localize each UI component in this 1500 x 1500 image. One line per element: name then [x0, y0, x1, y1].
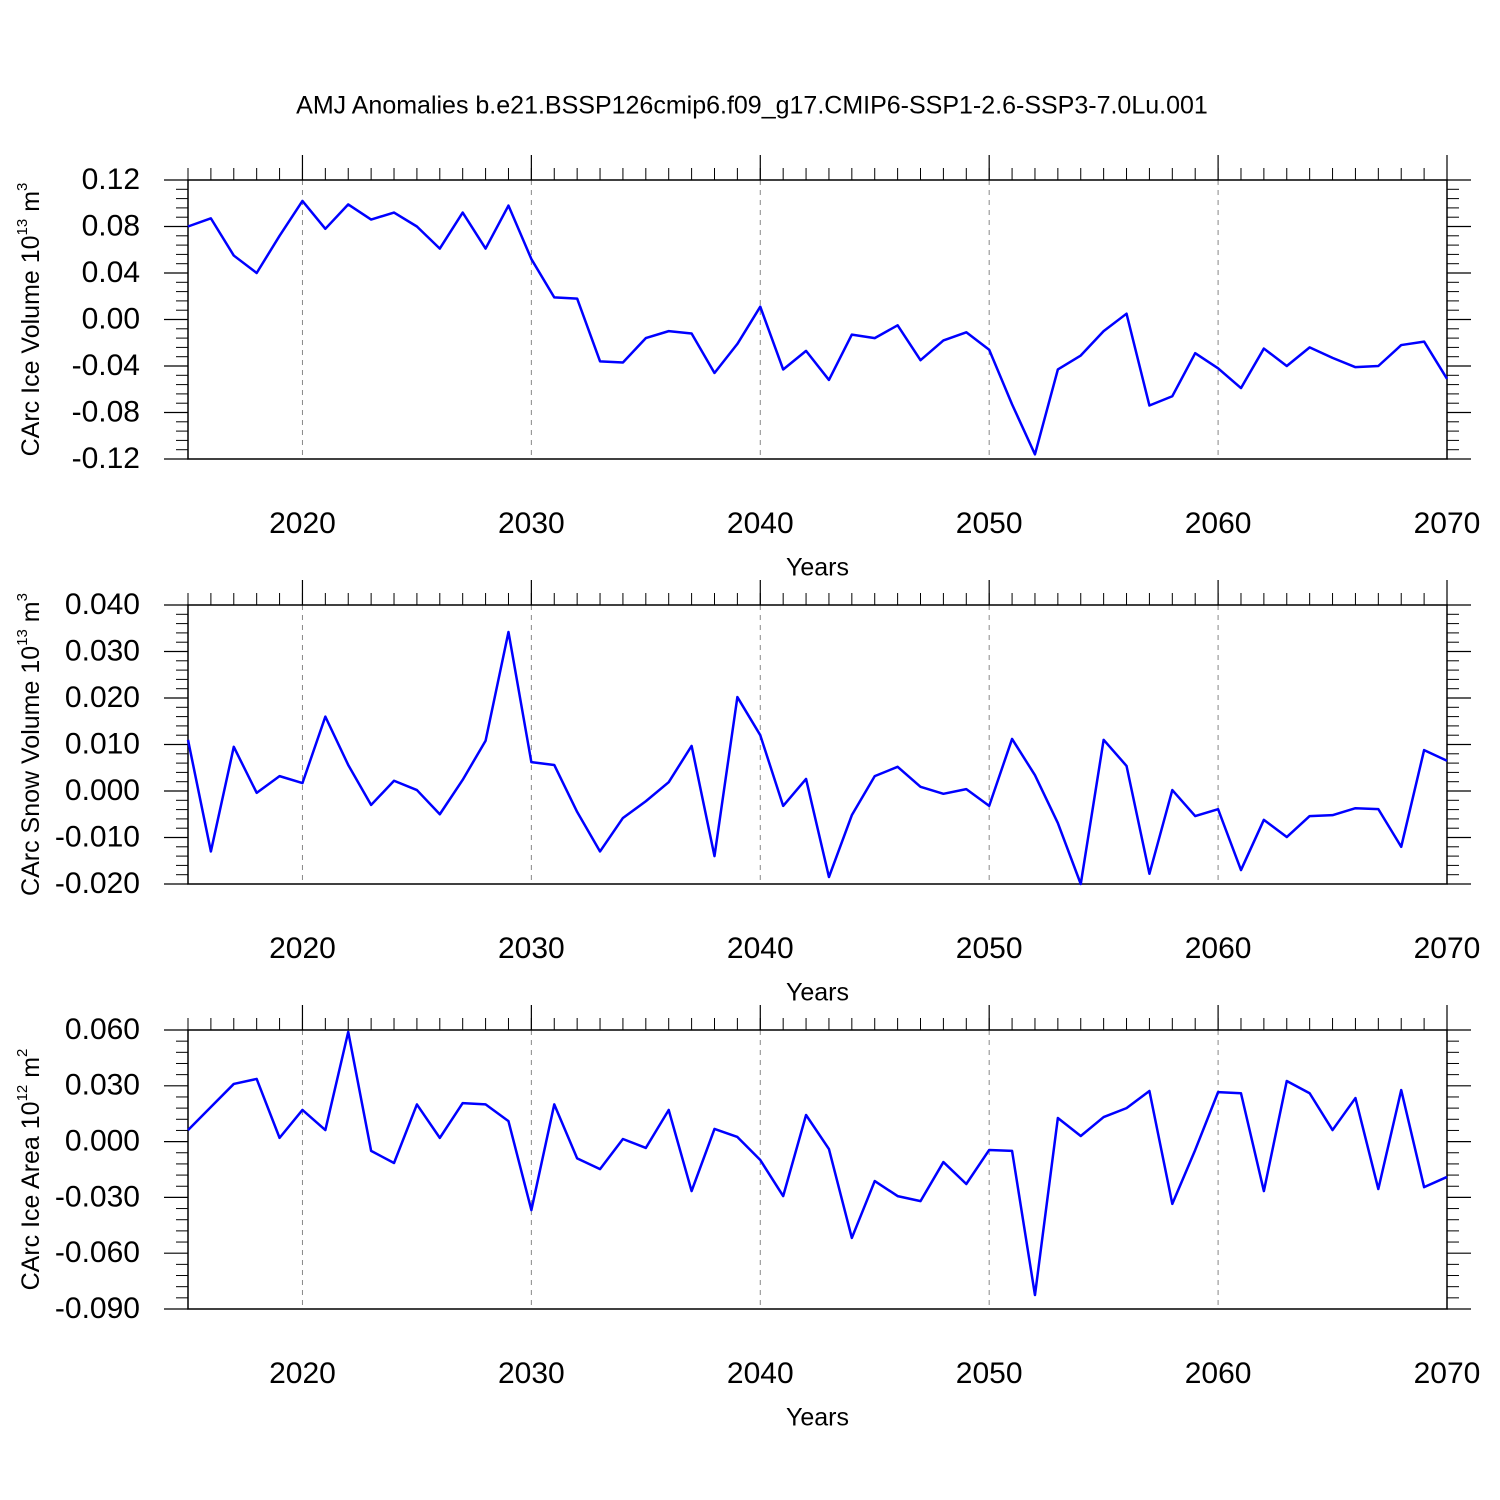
- plot-frame: [187, 179, 1448, 460]
- panel: 2020 2030 2040 2050 2060 2070 0.040 0.030 0.020 0…: [14, 580, 1480, 1007]
- y-tick-label: 0.08: [82, 209, 140, 242]
- x-tick-label: 2040: [727, 932, 794, 965]
- x-tick-label: 2020: [269, 932, 336, 965]
- y-tick-label: 0.020: [65, 681, 140, 714]
- y-tick-label: -0.010: [55, 820, 140, 853]
- x-axis-label: Years: [786, 1404, 849, 1432]
- y-tick-label: -0.020: [55, 867, 140, 900]
- y-tick-label: -0.030: [55, 1180, 140, 1213]
- x-tick-label: 2030: [498, 932, 565, 965]
- y-axis-label: CArc Ice Area 1012 m2: [14, 1049, 45, 1291]
- y-tick-label: 0.030: [65, 634, 140, 667]
- x-tick-label: 2060: [1185, 507, 1252, 540]
- x-tick-label: 2040: [727, 507, 794, 540]
- x-tick-label: 2050: [956, 932, 1023, 965]
- y-tick-label: 0.04: [82, 256, 140, 289]
- y-tick-label: 0.010: [65, 727, 140, 760]
- x-tick-label: 2020: [269, 507, 336, 540]
- y-tick-label: -0.060: [55, 1236, 140, 1269]
- y-axis-label-text: CArc Ice Area 10: [17, 1101, 45, 1290]
- y-tick-label: 0.040: [65, 588, 140, 621]
- y-tick-label: 0.060: [65, 1013, 140, 1046]
- x-axis-label: Years: [786, 554, 849, 582]
- data-line: [187, 1030, 1448, 1297]
- x-tick-label: 2050: [956, 1357, 1023, 1390]
- x-tick-label: 2070: [1414, 932, 1481, 965]
- data-line: [187, 199, 1449, 456]
- x-tick-label: 2030: [498, 507, 565, 540]
- panel: 2020 2030 2040 2050 2060 2070 0.060 0.030 0.000 -…: [14, 1005, 1480, 1432]
- y-axis-label: CArc Snow Volume 1013 m3: [14, 593, 45, 896]
- x-tick-label: 2050: [956, 507, 1023, 540]
- y-axis-label-exponent: 13: [14, 219, 31, 236]
- y-tick-label: 0.000: [65, 1125, 140, 1158]
- x-tick-label: 2060: [1185, 932, 1252, 965]
- x-tick-label: 2040: [727, 1357, 794, 1390]
- y-tick-label: -0.08: [72, 395, 140, 428]
- y-axis-label-text: m: [17, 191, 45, 219]
- x-tick-label: 2020: [269, 1357, 336, 1390]
- y-axis-label-exponent: 3: [14, 593, 31, 601]
- y-axis-label-exponent: 3: [14, 183, 31, 191]
- y-axis-label-exponent: 13: [14, 629, 31, 646]
- y-axis-label-text: m: [17, 1057, 45, 1085]
- panel: 2020 2030 2040 2050 2060 2070 0.12 0.08 0.04 0.00…: [14, 155, 1480, 582]
- y-tick-label: -0.12: [72, 442, 140, 475]
- y-tick-label: 0.00: [82, 302, 140, 335]
- data-line: [186, 630, 1448, 886]
- y-axis-label-text: CArc Ice Volume 10: [17, 235, 45, 456]
- y-tick-label: -0.04: [72, 349, 140, 382]
- y-axis-label-text: CArc Snow Volume 10: [17, 646, 45, 896]
- x-tick-label: 2070: [1414, 507, 1481, 540]
- y-tick-label: 0.000: [65, 774, 140, 807]
- y-tick-label: 0.12: [82, 163, 140, 196]
- y-tick-label: -0.090: [55, 1292, 140, 1325]
- y-axis-label-exponent: 2: [14, 1049, 31, 1057]
- x-tick-label: 2070: [1414, 1357, 1481, 1390]
- y-axis-label-text: m: [17, 601, 45, 629]
- x-tick-label: 2030: [498, 1357, 565, 1390]
- y-tick-label: 0.030: [65, 1069, 140, 1102]
- x-axis-label: Years: [786, 979, 849, 1007]
- y-axis-label: CArc Ice Volume 1013 m3: [14, 183, 45, 457]
- y-axis-label-exponent: 12: [14, 1085, 31, 1102]
- plot-frame: [187, 1029, 1448, 1310]
- figure-title: AMJ Anomalies b.e21.BSSP126cmip6.f09_g17…: [296, 92, 1208, 120]
- x-tick-label: 2060: [1185, 1357, 1252, 1390]
